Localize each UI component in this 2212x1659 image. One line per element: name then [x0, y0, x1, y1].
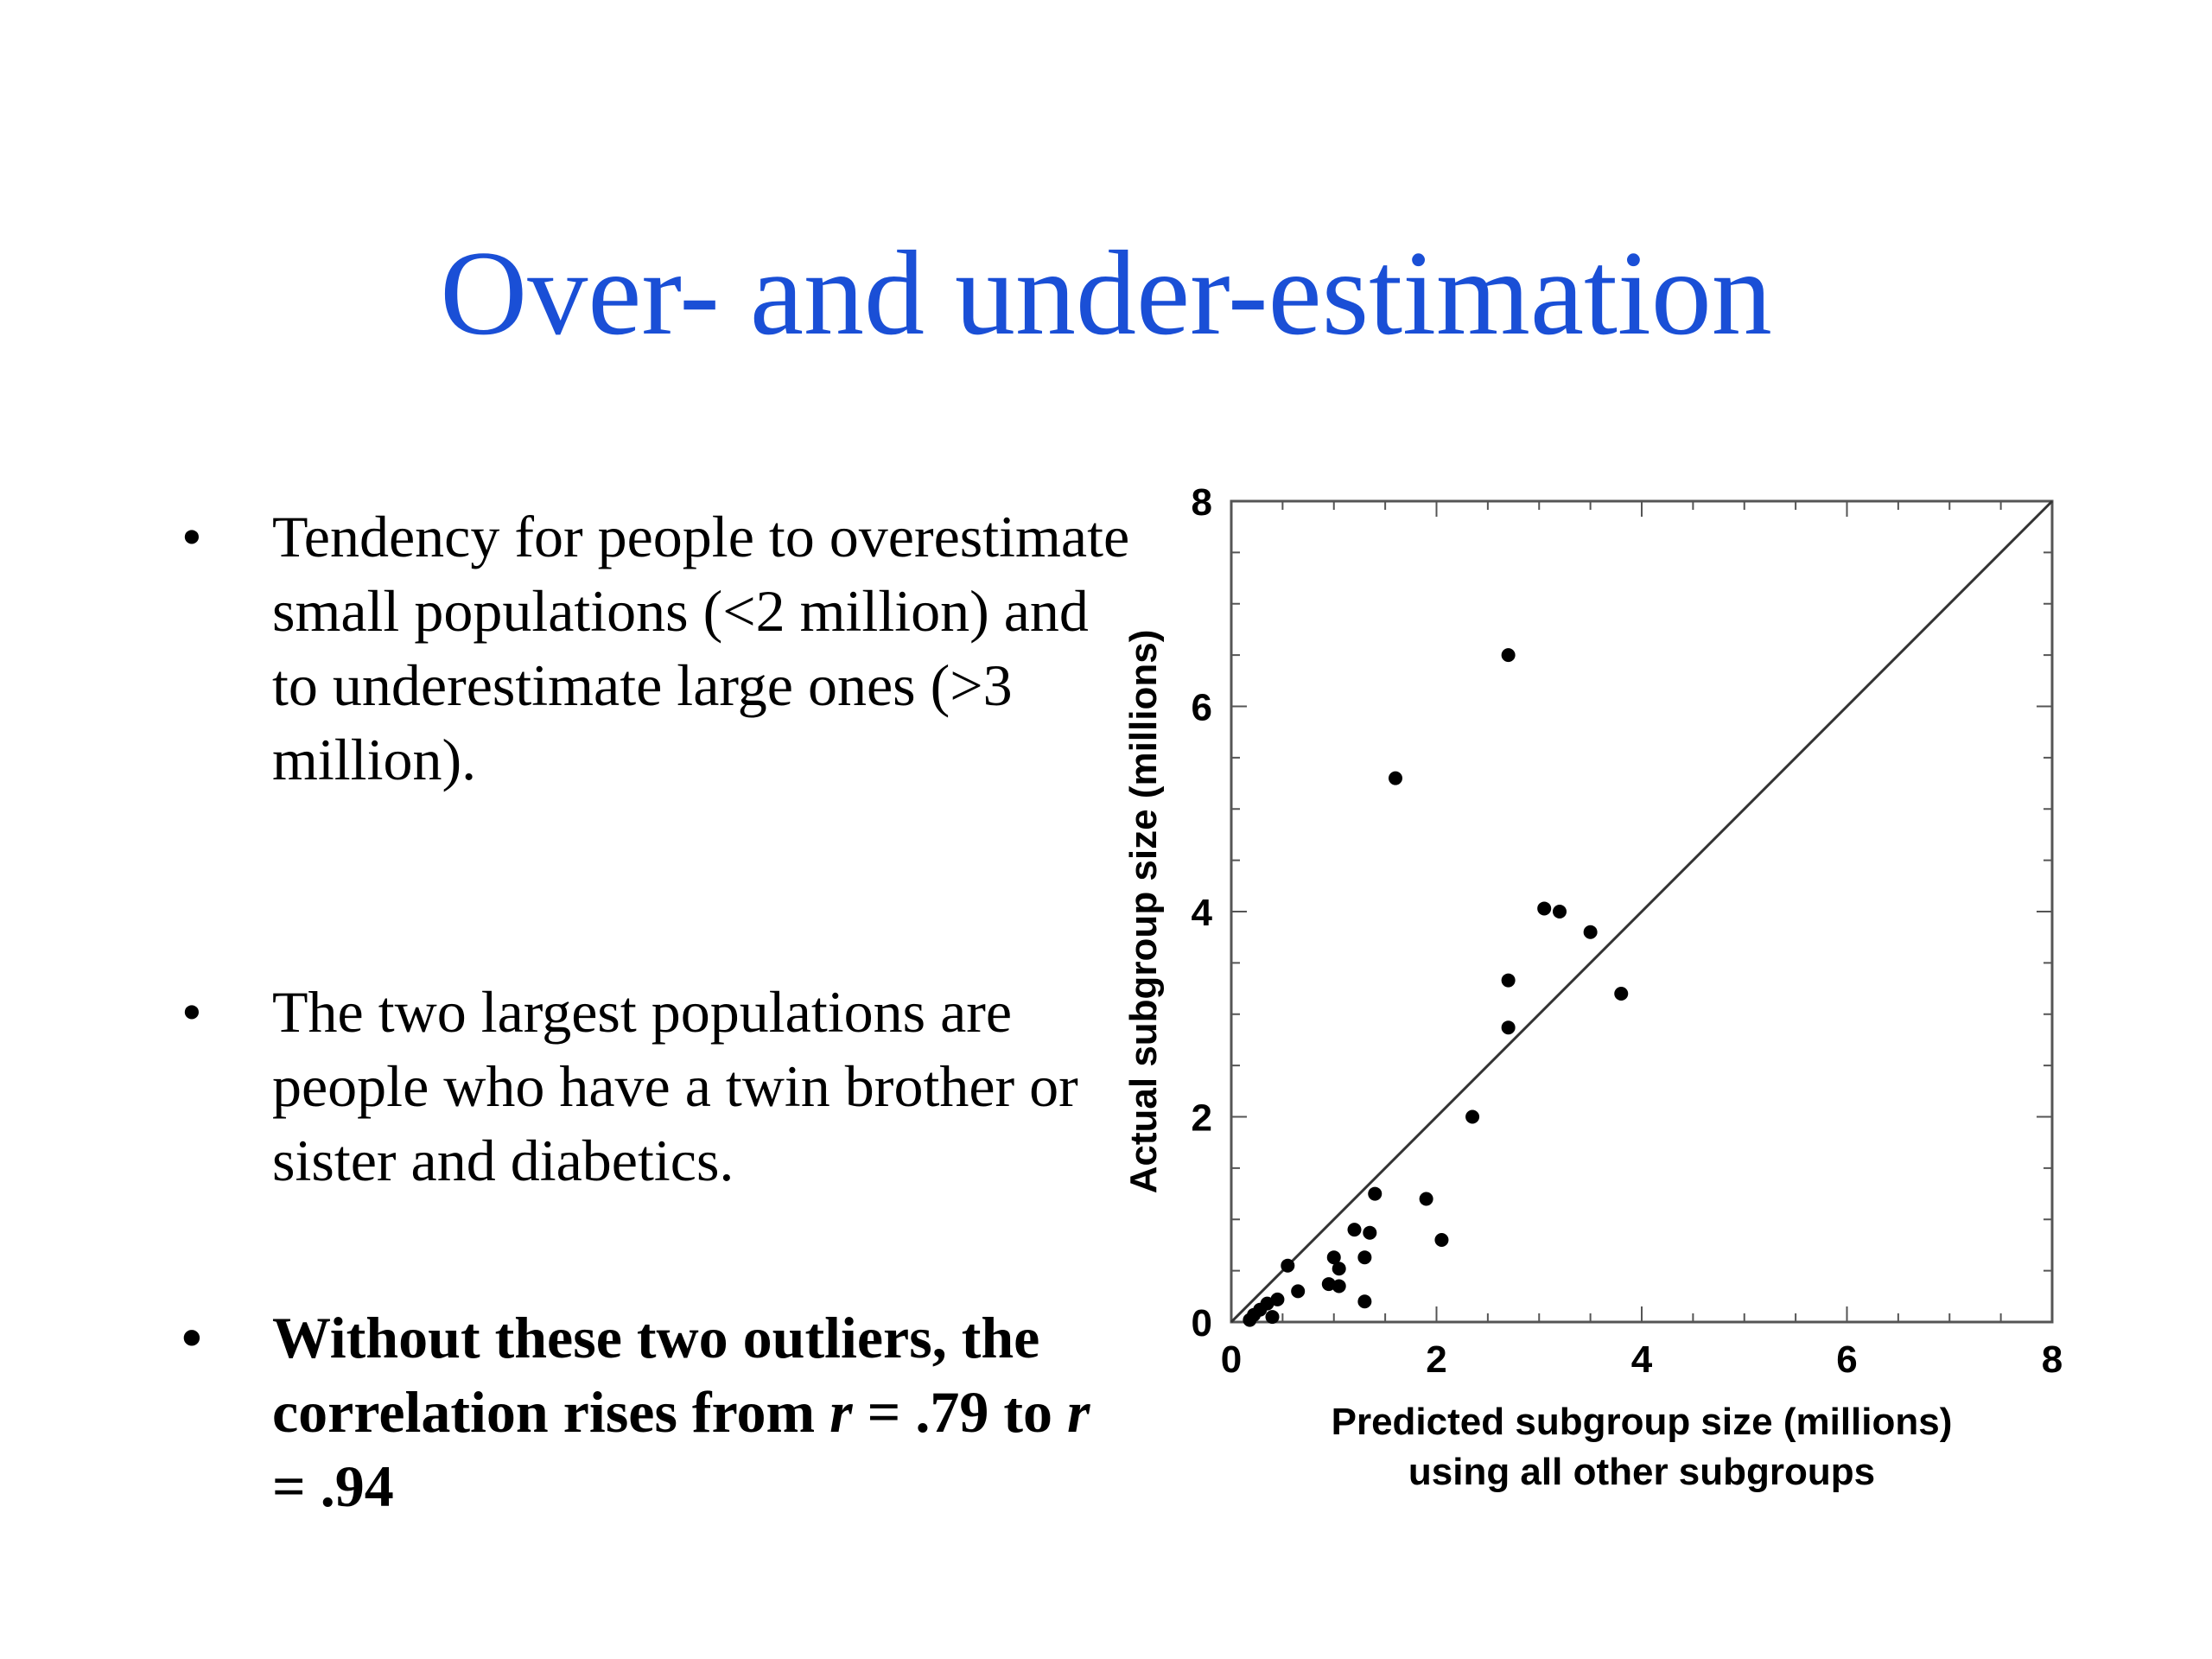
bullet-marker: • — [181, 504, 202, 569]
r-symbol: r — [1067, 1379, 1090, 1445]
data-point — [1614, 987, 1629, 1001]
x-tick-label: 6 — [1836, 1338, 1857, 1381]
data-point — [1265, 1310, 1280, 1325]
y-tick-label: 2 — [1192, 1097, 1212, 1140]
y-tick-label: 6 — [1192, 687, 1212, 729]
y-axis-label: Actual subgroup size (millions) — [1122, 630, 1165, 1194]
x-axis-label: Predicted subgroup size (millions) — [1332, 1401, 1953, 1443]
bullet-text: Tendency for people to overestimate smal… — [272, 504, 1130, 792]
data-point — [1368, 1186, 1382, 1201]
data-point — [1434, 1233, 1449, 1247]
x-tick-label: 4 — [1631, 1338, 1653, 1381]
x-axis-label: using all other subgroups — [1408, 1451, 1875, 1493]
data-point — [1501, 973, 1516, 988]
bullet-text-part: = .94 — [272, 1453, 394, 1519]
data-point — [1553, 905, 1567, 918]
data-point — [1347, 1223, 1362, 1237]
data-point — [1321, 1277, 1336, 1292]
bullet-text: The two largest populations are people w… — [272, 979, 1078, 1193]
data-point — [1281, 1258, 1295, 1273]
reference-line — [1230, 499, 2054, 1324]
y-tick-label: 8 — [1192, 481, 1212, 524]
bullet-marker: • — [181, 979, 202, 1045]
x-tick-label: 0 — [1221, 1338, 1242, 1381]
y-tick-label: 0 — [1192, 1302, 1212, 1344]
bullet-marker: • — [181, 1305, 202, 1370]
data-point — [1501, 648, 1516, 663]
data-point — [1291, 1284, 1306, 1299]
data-point — [1243, 1313, 1257, 1327]
data-point — [1419, 1192, 1433, 1206]
data-point — [1357, 1250, 1372, 1265]
data-point — [1363, 1225, 1377, 1240]
x-tick-label: 8 — [2042, 1338, 2063, 1381]
y-tick-label: 4 — [1192, 892, 1213, 934]
r-symbol: r — [830, 1379, 853, 1445]
data-point — [1501, 1020, 1516, 1035]
bullet-text-part: Without these two outliers, the correlat… — [272, 1305, 1040, 1445]
slide-title: Over- and under-estimation — [440, 226, 1772, 360]
bullet-text-bold: Without these two outliers, the correlat… — [272, 1300, 1136, 1523]
data-point — [1537, 901, 1552, 916]
data-point — [1465, 1109, 1480, 1124]
bullet-text-part: = .79 to — [852, 1379, 1068, 1445]
data-point — [1332, 1279, 1346, 1294]
data-point — [1389, 771, 1402, 785]
data-point — [1583, 925, 1598, 939]
data-point — [1332, 1262, 1346, 1276]
x-tick-label: 2 — [1426, 1338, 1446, 1381]
scatter-chart: 0 2 4 6 8 0 2 4 6 8 Predicted subgroup size (milli… — [1122, 481, 2063, 1493]
data-point — [1326, 1250, 1341, 1265]
data-point — [1357, 1294, 1372, 1309]
